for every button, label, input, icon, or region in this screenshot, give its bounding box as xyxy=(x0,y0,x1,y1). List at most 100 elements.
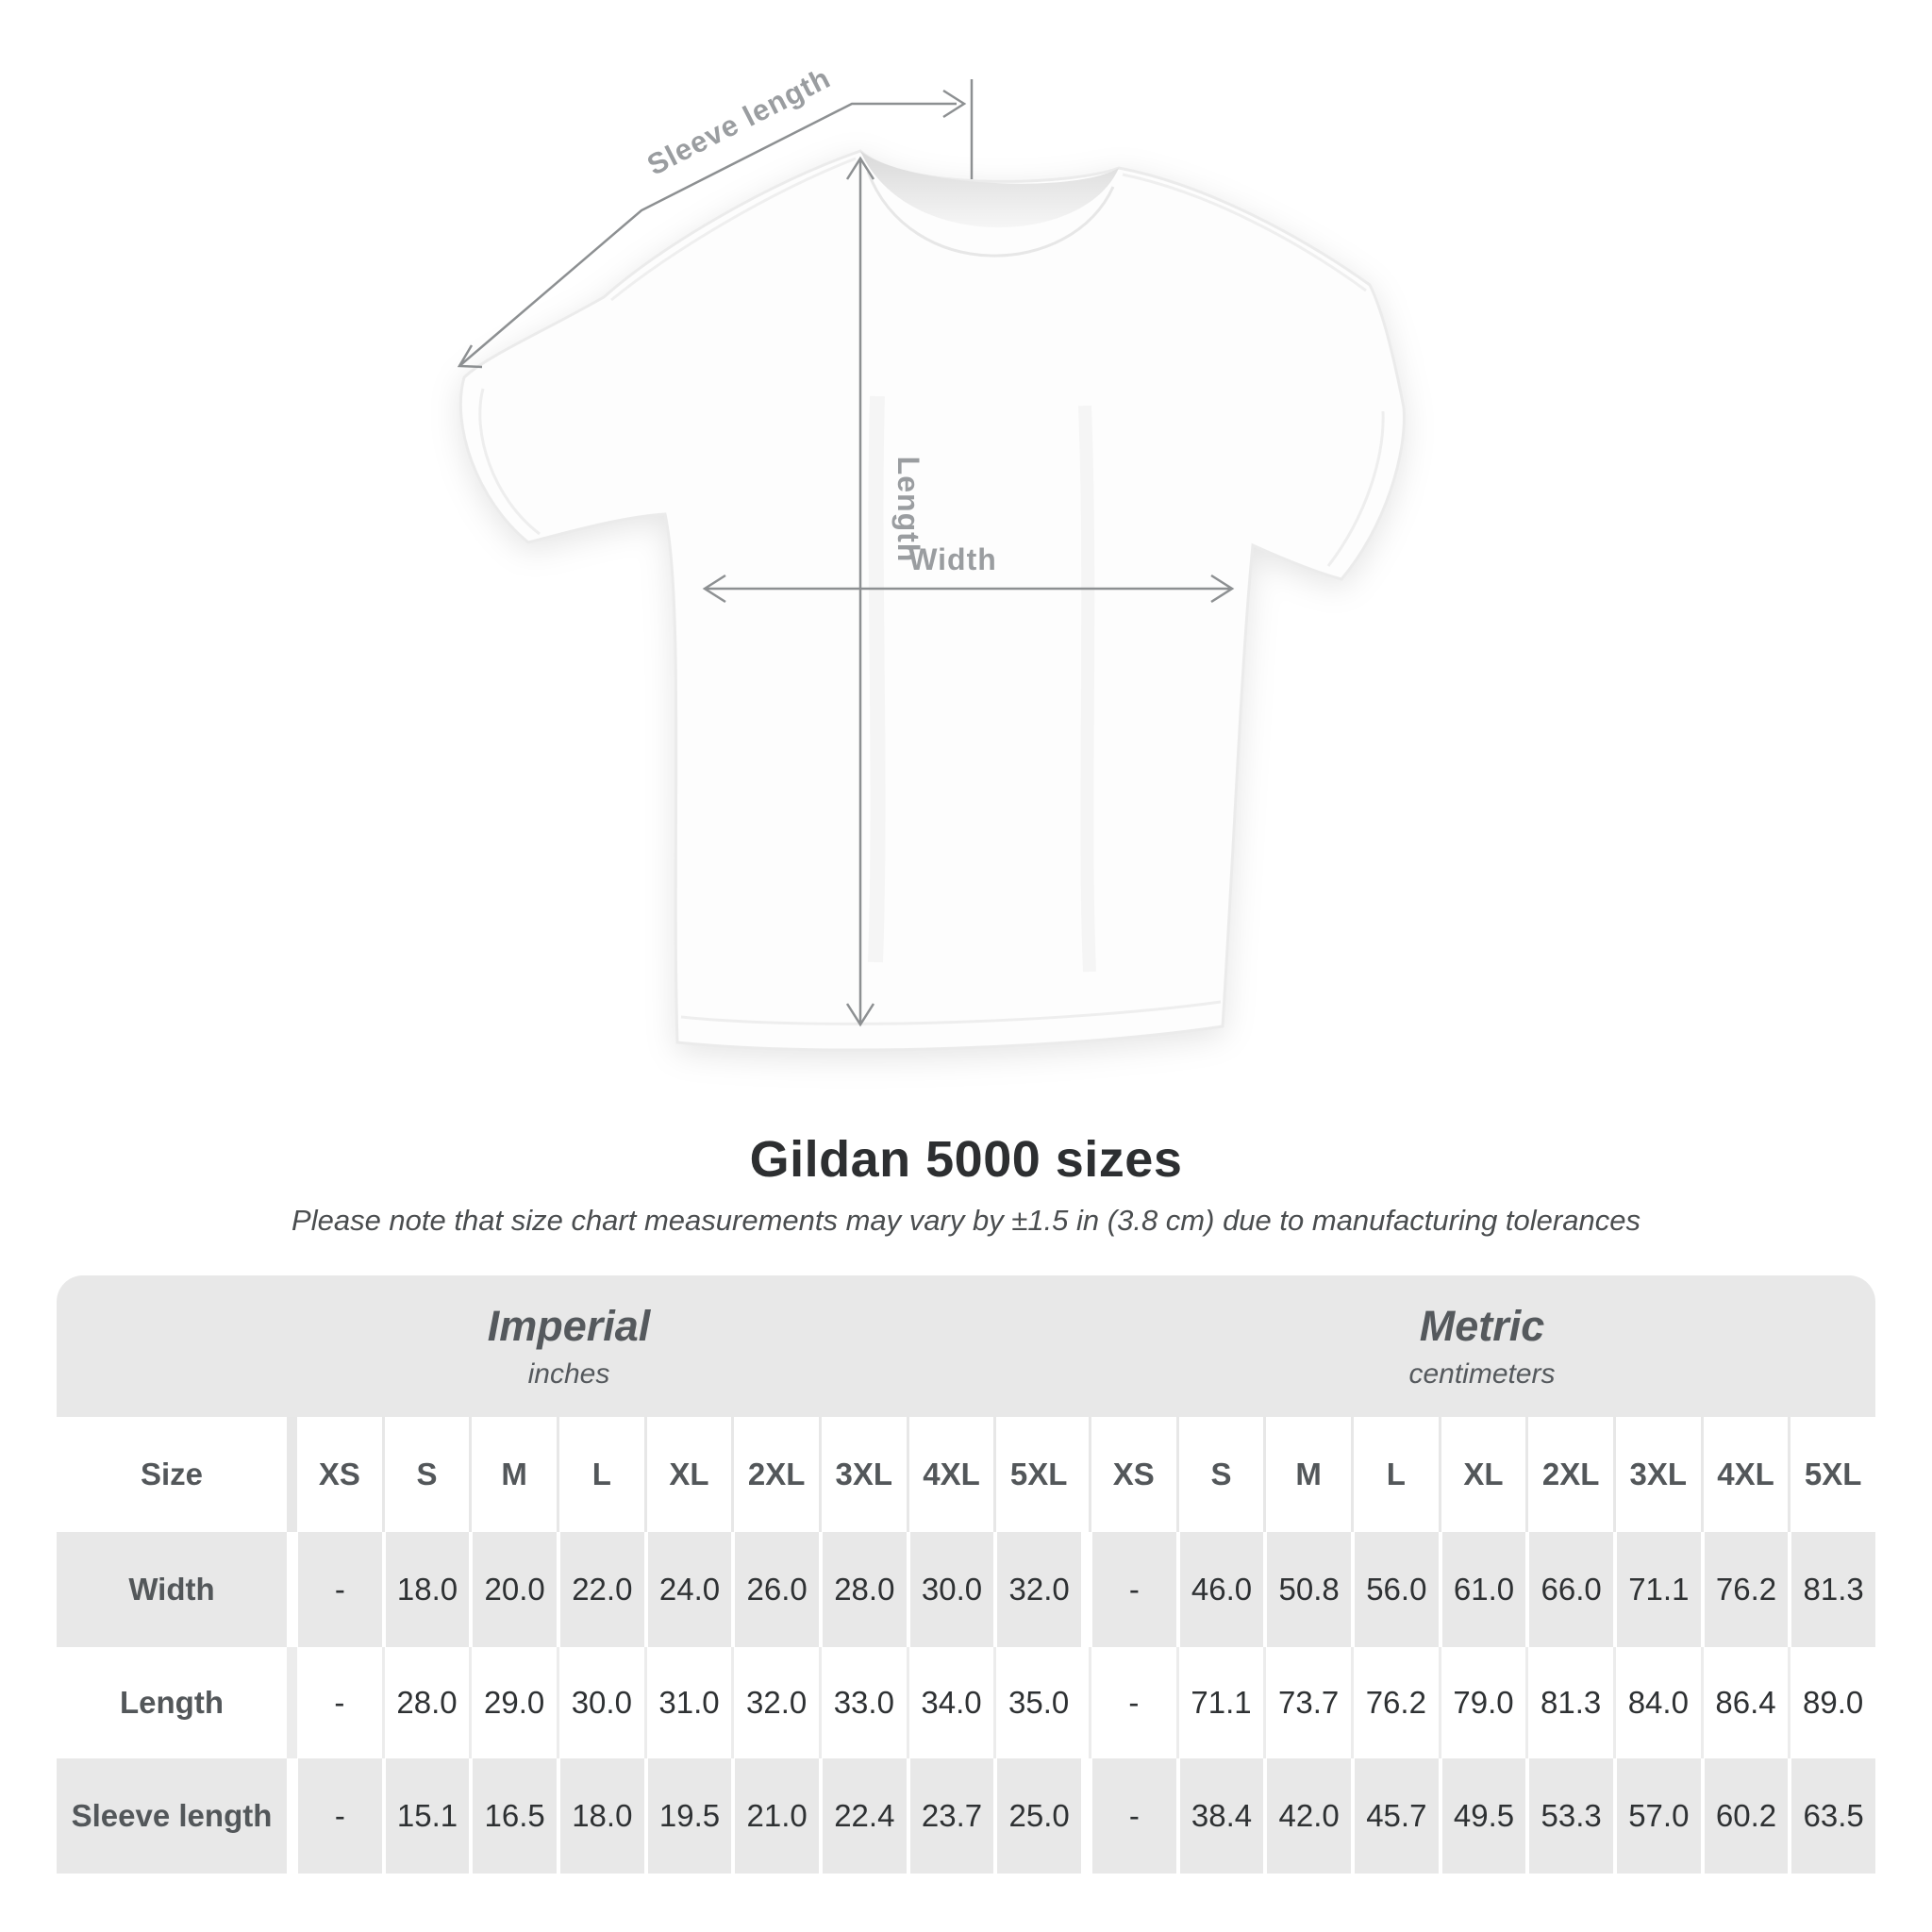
imperial-value: 19.5 xyxy=(643,1758,732,1874)
imperial-value: 22.4 xyxy=(818,1758,907,1874)
imperial-size-header: L xyxy=(556,1417,644,1532)
metric-size-header: S xyxy=(1175,1417,1264,1532)
metric-value: 76.2 xyxy=(1350,1647,1439,1758)
imperial-value: 22.0 xyxy=(556,1532,644,1647)
imperial-value: 30.0 xyxy=(906,1532,994,1647)
imperial-value: 20.0 xyxy=(469,1532,557,1647)
metric-value: 89.0 xyxy=(1788,1647,1875,1758)
metric-header: Metric centimeters xyxy=(1089,1275,1875,1417)
length-arrowhead-top xyxy=(845,156,875,180)
measurement-row: Length -28.0 29.0 30.0 31.0 32.0 33.0 34.0 35.0-… xyxy=(57,1647,1875,1758)
measurement-row: Width -18.0 20.0 22.0 24.0 26.0 28.0 30.0 32.0-4… xyxy=(57,1532,1875,1647)
imperial-value: 26.0 xyxy=(731,1532,819,1647)
imperial-size-header: 4XL xyxy=(906,1417,994,1532)
imperial-size-header: 3XL xyxy=(818,1417,907,1532)
size-column-label: Size xyxy=(57,1417,294,1532)
imperial-value: 18.0 xyxy=(381,1532,470,1647)
imperial-size-header: M xyxy=(469,1417,557,1532)
imperial-value: 28.0 xyxy=(381,1647,470,1758)
metric-value: 38.4 xyxy=(1175,1758,1264,1874)
imperial-value: 32.0 xyxy=(993,1532,1081,1647)
imperial-value: 29.0 xyxy=(469,1647,557,1758)
imperial-unit: inches xyxy=(527,1358,610,1390)
tolerance-note: Please note that size chart measurements… xyxy=(291,1204,1641,1237)
unit-header-band: Imperial inches Metric centimeters xyxy=(57,1275,1875,1417)
imperial-value: 32.0 xyxy=(731,1647,819,1758)
imperial-value: 21.0 xyxy=(731,1758,819,1874)
imperial-value: 18.0 xyxy=(556,1758,644,1874)
row-label: Length xyxy=(57,1647,294,1758)
metric-value: 60.2 xyxy=(1700,1758,1789,1874)
metric-value: 73.7 xyxy=(1263,1647,1351,1758)
group-gutter xyxy=(1080,1758,1089,1874)
metric-value: 76.2 xyxy=(1700,1532,1789,1647)
imperial-value: 31.0 xyxy=(643,1647,732,1758)
metric-size-header: 5XL xyxy=(1788,1417,1875,1532)
metric-value: 42.0 xyxy=(1263,1758,1351,1874)
sleeve-length-line xyxy=(458,102,957,367)
imperial-value: 16.5 xyxy=(469,1758,557,1874)
metric-size-header: 3XL xyxy=(1612,1417,1701,1532)
wrinkle xyxy=(868,395,886,963)
metric-size-header: 4XL xyxy=(1700,1417,1789,1532)
group-gutter xyxy=(1081,1417,1089,1532)
metric-size-header: 2XL xyxy=(1525,1417,1613,1532)
imperial-value: - xyxy=(294,1758,382,1874)
bottom-hem-seam xyxy=(680,1000,1222,1025)
metric-value: - xyxy=(1088,1758,1176,1874)
metric-size-header: L xyxy=(1350,1417,1439,1532)
imperial-size-header: XL xyxy=(643,1417,732,1532)
page-title: Gildan 5000 sizes xyxy=(749,1131,1183,1188)
imperial-value: 30.0 xyxy=(556,1647,644,1758)
row-label: Sleeve length xyxy=(57,1758,294,1874)
metric-title: Metric xyxy=(1419,1302,1545,1350)
imperial-value: - xyxy=(294,1647,382,1758)
imperial-size-header: 2XL xyxy=(731,1417,819,1532)
width-arrowhead-left xyxy=(702,574,726,604)
metric-value: 86.4 xyxy=(1700,1647,1789,1758)
imperial-value: 15.1 xyxy=(381,1758,470,1874)
left-shoulder-seam xyxy=(610,157,857,302)
wrinkle xyxy=(1078,405,1096,973)
metric-value: 63.5 xyxy=(1788,1758,1875,1874)
metric-size-header: M xyxy=(1263,1417,1351,1532)
group-gutter xyxy=(1080,1532,1089,1647)
metric-value: 45.7 xyxy=(1350,1758,1439,1874)
imperial-size-header: 5XL xyxy=(993,1417,1081,1532)
imperial-title: Imperial xyxy=(487,1302,651,1350)
sleeve-length-arrowhead xyxy=(942,89,967,119)
metric-value: - xyxy=(1088,1647,1176,1758)
width-arrowhead-right xyxy=(1210,574,1235,604)
tshirt-diagram: Sleeve length Length Width xyxy=(457,61,1406,1052)
metric-value: 84.0 xyxy=(1612,1647,1701,1758)
metric-value: 66.0 xyxy=(1525,1532,1613,1647)
imperial-value: 24.0 xyxy=(643,1532,732,1647)
left-sleeve-seam xyxy=(478,388,541,536)
imperial-size-header: S xyxy=(381,1417,470,1532)
metric-value: 53.3 xyxy=(1525,1758,1613,1874)
metric-value: - xyxy=(1088,1532,1176,1647)
metric-size-header: XL xyxy=(1438,1417,1526,1532)
right-sleeve-seam xyxy=(1326,410,1385,567)
imperial-value: 23.7 xyxy=(906,1758,994,1874)
sleeve-length-arrowhead xyxy=(457,344,483,369)
group-gutter xyxy=(1081,1647,1089,1758)
imperial-value: 34.0 xyxy=(906,1647,994,1758)
neck-opening xyxy=(860,151,1119,228)
metric-value: 71.1 xyxy=(1175,1647,1264,1758)
metric-value: 61.0 xyxy=(1438,1532,1526,1647)
length-arrowhead-bottom xyxy=(845,1003,875,1027)
dimension-lines xyxy=(457,79,1235,1027)
metric-value: 46.0 xyxy=(1175,1532,1264,1647)
size-table: Imperial inches Metric centimeters Size X… xyxy=(57,1275,1875,1874)
size-table-rows: Size XS S M L XL 2XL 3XL 4XL 5XL XS S M L XL 2XL 3XL 4XL 5… xyxy=(57,1417,1875,1874)
imperial-value: 25.0 xyxy=(993,1758,1081,1874)
width-label: Width xyxy=(908,542,997,576)
metric-value: 81.3 xyxy=(1525,1647,1613,1758)
imperial-value: 33.0 xyxy=(818,1647,907,1758)
metric-size-header: XS xyxy=(1088,1417,1176,1532)
metric-value: 56.0 xyxy=(1350,1532,1439,1647)
tshirt-silhouette xyxy=(458,149,1406,1052)
imperial-header: Imperial inches xyxy=(57,1275,1081,1417)
